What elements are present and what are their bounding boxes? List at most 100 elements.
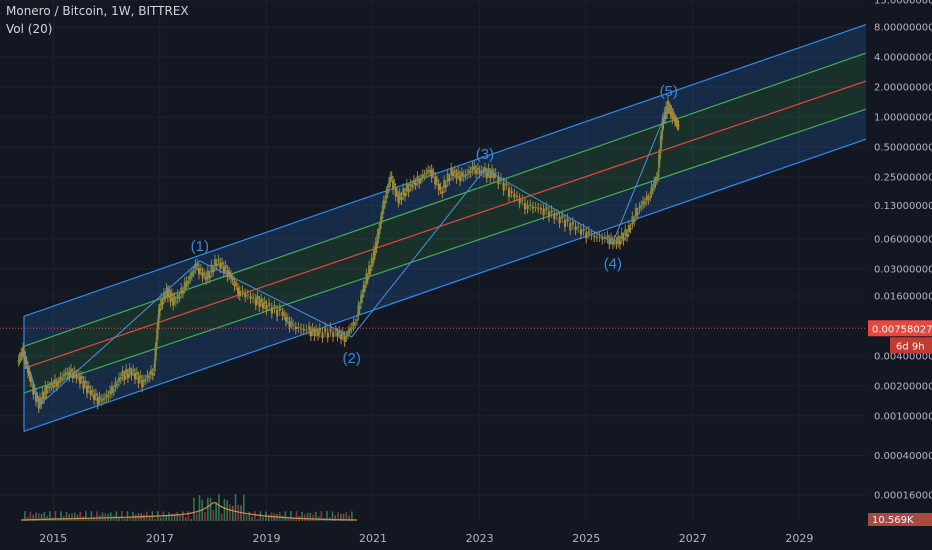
channel-lower-line[interactable] <box>23 138 867 432</box>
candle-body[interactable] <box>189 275 192 280</box>
candle-body[interactable] <box>674 120 678 122</box>
candle-body[interactable] <box>571 221 575 225</box>
candle-body[interactable] <box>443 180 446 189</box>
candle-body[interactable] <box>392 180 395 190</box>
candle-body[interactable] <box>409 183 412 187</box>
candle-body[interactable] <box>558 216 561 224</box>
candle-body[interactable] <box>166 290 170 298</box>
candle-body[interactable] <box>336 332 339 337</box>
candle-body[interactable] <box>423 174 426 176</box>
candle-body[interactable] <box>450 167 453 176</box>
candle-body[interactable] <box>208 275 211 279</box>
candle-body[interactable] <box>360 295 363 304</box>
candle-body[interactable] <box>45 390 48 394</box>
candle-body[interactable] <box>368 265 371 275</box>
candle-body[interactable] <box>464 174 467 176</box>
candle-body[interactable] <box>427 169 430 173</box>
channel-upper-line[interactable] <box>23 23 867 317</box>
candle-body[interactable] <box>638 206 641 209</box>
candle-body[interactable] <box>281 312 284 316</box>
candle-body[interactable] <box>476 168 480 171</box>
candle-body[interactable] <box>513 193 516 198</box>
candle-body[interactable] <box>666 100 670 109</box>
candle-body[interactable] <box>375 246 378 249</box>
candle-body[interactable] <box>231 278 234 281</box>
candle-body[interactable] <box>91 390 94 393</box>
candle-body[interactable] <box>173 296 176 300</box>
candle-body[interactable] <box>384 200 387 204</box>
candle-body[interactable] <box>379 225 382 229</box>
candle-body[interactable] <box>283 314 286 316</box>
candle-body[interactable] <box>518 198 521 204</box>
candle-body[interactable] <box>25 361 28 365</box>
candle-body[interactable] <box>561 215 564 219</box>
candle-body[interactable] <box>157 319 160 330</box>
candle-body[interactable] <box>77 374 80 376</box>
candle-body[interactable] <box>651 189 655 191</box>
candle-body[interactable] <box>153 363 156 372</box>
candle-body[interactable] <box>658 153 661 168</box>
candle-body[interactable] <box>618 240 622 245</box>
candle-body[interactable] <box>222 266 226 273</box>
candle-body[interactable] <box>21 354 24 356</box>
candle-body[interactable] <box>471 166 474 171</box>
candle-body[interactable] <box>42 396 46 400</box>
candle-body[interactable] <box>444 184 448 188</box>
candle-body[interactable] <box>50 382 53 386</box>
candle-body[interactable] <box>585 232 588 239</box>
candle-body[interactable] <box>316 332 320 336</box>
candle-body[interactable] <box>144 379 147 381</box>
candle-body[interactable] <box>372 261 375 263</box>
candle-body[interactable] <box>70 368 73 373</box>
candle-body[interactable] <box>84 380 87 384</box>
candle-body[interactable] <box>354 323 357 325</box>
candle-body[interactable] <box>366 278 369 280</box>
candle-body[interactable] <box>378 227 381 234</box>
candle-body[interactable] <box>668 107 671 109</box>
candle-body[interactable] <box>661 118 664 131</box>
candle-body[interactable] <box>265 304 268 311</box>
candle-body[interactable] <box>160 297 163 306</box>
candle-body[interactable] <box>348 328 352 332</box>
candle-body[interactable] <box>261 302 265 309</box>
candle-body[interactable] <box>87 385 91 389</box>
candle-body[interactable] <box>197 268 201 275</box>
candle-body[interactable] <box>116 384 119 386</box>
candle-body[interactable] <box>139 375 142 379</box>
candle-body[interactable] <box>194 264 197 270</box>
candle-body[interactable] <box>405 183 408 191</box>
candle-body[interactable] <box>650 187 653 194</box>
candle-body[interactable] <box>381 205 385 214</box>
candle-body[interactable] <box>437 183 440 191</box>
candle-body[interactable] <box>357 305 360 316</box>
candle-body[interactable] <box>212 269 215 273</box>
candle-body[interactable] <box>478 170 481 174</box>
candle-body[interactable] <box>94 393 98 396</box>
candle-body[interactable] <box>643 202 647 204</box>
volume-indicator-label[interactable]: Vol (20) <box>6 22 53 36</box>
candle-body[interactable] <box>292 324 295 326</box>
candle-body[interactable] <box>608 239 611 245</box>
candle-body[interactable] <box>414 182 417 186</box>
candle-body[interactable] <box>73 371 76 374</box>
candle-body[interactable] <box>402 188 405 196</box>
candle-body[interactable] <box>385 191 388 199</box>
candle-body[interactable] <box>502 182 505 191</box>
candle-body[interactable] <box>482 171 485 173</box>
candle-body[interactable] <box>26 366 30 373</box>
candle-body[interactable] <box>617 235 620 243</box>
candle-body[interactable] <box>196 263 199 266</box>
candle-body[interactable] <box>68 371 71 378</box>
candle-body[interactable] <box>126 373 130 379</box>
candle-body[interactable] <box>151 373 154 376</box>
candle-body[interactable] <box>110 386 114 393</box>
candle-body[interactable] <box>228 271 231 276</box>
candle-body[interactable] <box>170 293 174 297</box>
candle-body[interactable] <box>109 390 112 395</box>
candle-body[interactable] <box>98 396 101 400</box>
candle-body[interactable] <box>677 125 680 127</box>
candle-body[interactable] <box>318 328 321 333</box>
candle-body[interactable] <box>146 374 149 379</box>
candle-body[interactable] <box>566 218 569 222</box>
candle-body[interactable] <box>100 399 103 402</box>
